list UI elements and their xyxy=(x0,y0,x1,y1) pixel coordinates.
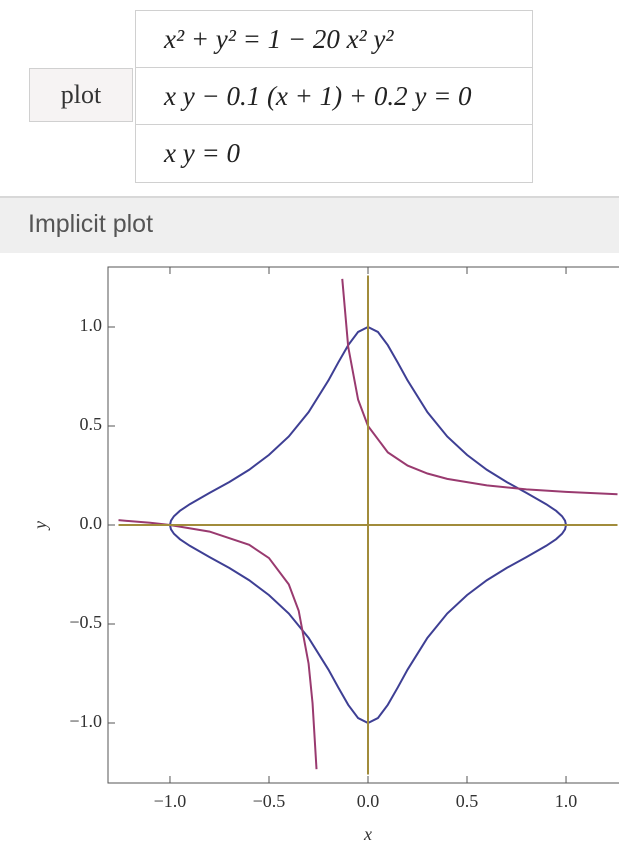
x-tick-label: −0.5 xyxy=(253,791,286,811)
y-tick-label: 1.0 xyxy=(80,315,103,335)
divider xyxy=(0,196,619,198)
equation-input[interactable]: x y = 0 xyxy=(164,138,240,168)
x-axis-label: x xyxy=(363,824,372,844)
x-tick-label: −1.0 xyxy=(154,791,187,811)
chart: x y −1.0 −0.5 0.0 0.5 1.0 −1.0 −0.5 0.0 0.5 1.0 xyxy=(30,266,619,844)
x-tick-label: 0.0 xyxy=(357,791,380,811)
pod-title: Implicit plot xyxy=(28,210,154,238)
curve xyxy=(118,275,618,775)
equation-input[interactable]: x y − 0.1 (x + 1) + 0.2 y = 0 xyxy=(136,68,532,125)
equation-input[interactable]: x² + y² = 1 − 20 x² y² xyxy=(136,11,532,68)
x-tick-label: 0.5 xyxy=(456,791,479,811)
y-tick-label: 0.0 xyxy=(80,513,103,533)
x-tick-label: 1.0 xyxy=(555,791,578,811)
pod-header: Implicit plot xyxy=(0,198,619,253)
y-tick-label: −1.0 xyxy=(69,711,102,731)
y-tick-label: −0.5 xyxy=(69,612,102,632)
input-group: x² + y² = 1 − 20 x² y² x y − 0.1 (x + 1)… xyxy=(135,10,533,183)
y-axis-label: y xyxy=(30,521,50,531)
y-tick-label: 0.5 xyxy=(80,414,103,434)
plot-button[interactable]: plot xyxy=(29,68,133,122)
